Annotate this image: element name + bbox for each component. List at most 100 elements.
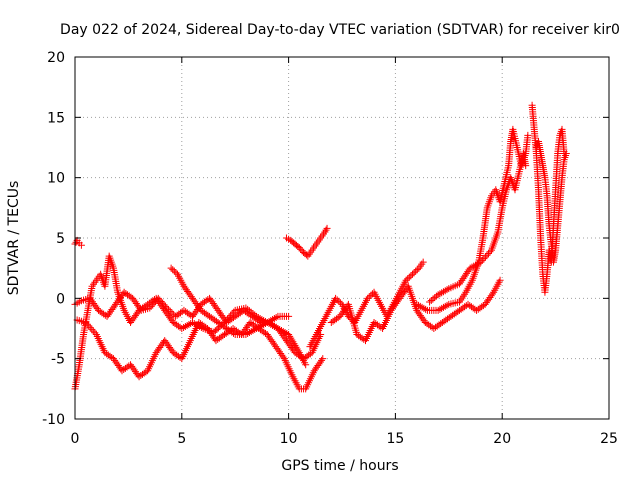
data-point (413, 300, 421, 308)
data-point (473, 260, 481, 268)
data-point (245, 329, 253, 337)
data-point (484, 250, 492, 258)
data-point (402, 276, 410, 284)
data-point (256, 322, 264, 330)
data-point (134, 371, 142, 379)
data-point (334, 314, 342, 322)
data-point (147, 302, 155, 310)
data-point (407, 272, 415, 280)
data-point (486, 248, 494, 256)
data-point (365, 293, 373, 301)
data-point (168, 309, 176, 317)
data-point (322, 226, 330, 234)
data-point (472, 261, 479, 269)
y-tick-label: -5 (51, 352, 65, 368)
data-point (188, 318, 196, 326)
x-tick-label: 0 (71, 431, 80, 447)
series-track-l (532, 137, 570, 266)
data-point (302, 251, 310, 259)
data-point (127, 293, 135, 301)
data-point (89, 327, 97, 335)
x-tick-label: 5 (177, 431, 186, 447)
data-point (321, 228, 329, 236)
data-point (439, 288, 447, 296)
series-track-f (282, 224, 331, 260)
y-tick-label: 10 (47, 171, 65, 187)
data-point (125, 362, 133, 370)
data-point (286, 332, 294, 340)
data-point (481, 253, 489, 261)
data-point (524, 131, 532, 139)
data-point (156, 296, 164, 304)
data-point (157, 298, 165, 306)
data-point (288, 336, 296, 344)
data-point (154, 294, 162, 302)
data-point (242, 331, 250, 339)
data-point (244, 330, 252, 338)
data-point (438, 304, 446, 312)
data-point (254, 323, 262, 331)
data-point (86, 324, 94, 332)
data-markers (71, 101, 570, 393)
data-point (167, 264, 175, 272)
data-point (85, 322, 93, 330)
data-point (443, 286, 451, 294)
data-point (434, 306, 442, 314)
data-point (267, 316, 275, 324)
data-point (436, 290, 444, 298)
data-point (150, 299, 158, 307)
data-point (262, 329, 270, 337)
data-point (319, 355, 327, 363)
data-point (427, 297, 435, 305)
data-point (269, 315, 277, 323)
data-point (91, 329, 99, 337)
series-track-e (167, 264, 293, 339)
data-point (285, 331, 293, 339)
data-point (289, 338, 297, 346)
data-point (431, 294, 439, 302)
data-point (211, 335, 219, 343)
data-point (166, 307, 174, 315)
data-point (263, 318, 271, 326)
data-point (488, 290, 496, 298)
data-point (183, 321, 191, 329)
data-point (287, 334, 295, 342)
data-point (170, 267, 178, 275)
data-point (410, 269, 418, 277)
data-point (335, 297, 343, 305)
data-point (290, 347, 298, 355)
data-point (117, 365, 125, 373)
data-point (187, 311, 195, 319)
data-point (168, 347, 176, 355)
data-point (172, 269, 180, 277)
data-point (93, 305, 101, 313)
data-point (562, 150, 570, 158)
data-point (181, 322, 189, 330)
series-track-k (528, 101, 568, 296)
x-tick-label: 10 (280, 431, 298, 447)
data-point (136, 305, 144, 313)
data-point (420, 304, 428, 312)
axis-ticks: 0 5 10 15 20 25 -10 -5 0 5 10 15 20 (42, 50, 618, 447)
data-point (323, 224, 331, 232)
series-track-h (327, 276, 504, 345)
data-point (169, 266, 177, 274)
x-tick-label: 25 (600, 431, 618, 447)
data-point (260, 320, 268, 328)
data-point (77, 241, 85, 249)
chart-title: Day 022 of 2024, Sidereal Day-to-day VTE… (60, 22, 620, 38)
data-point (146, 304, 154, 312)
data-point (247, 328, 255, 336)
data-point (419, 258, 427, 266)
data-point (229, 329, 237, 337)
series-track-i (413, 125, 532, 314)
x-axis-label: GPS time / hours (281, 458, 398, 474)
data-point (408, 270, 416, 278)
data-point (416, 302, 424, 310)
data-point (405, 273, 413, 281)
x-tick-label: 15 (386, 431, 404, 447)
y-tick-label: -10 (42, 412, 65, 428)
data-point (161, 302, 169, 310)
data-point (443, 301, 451, 309)
data-point (434, 291, 442, 299)
